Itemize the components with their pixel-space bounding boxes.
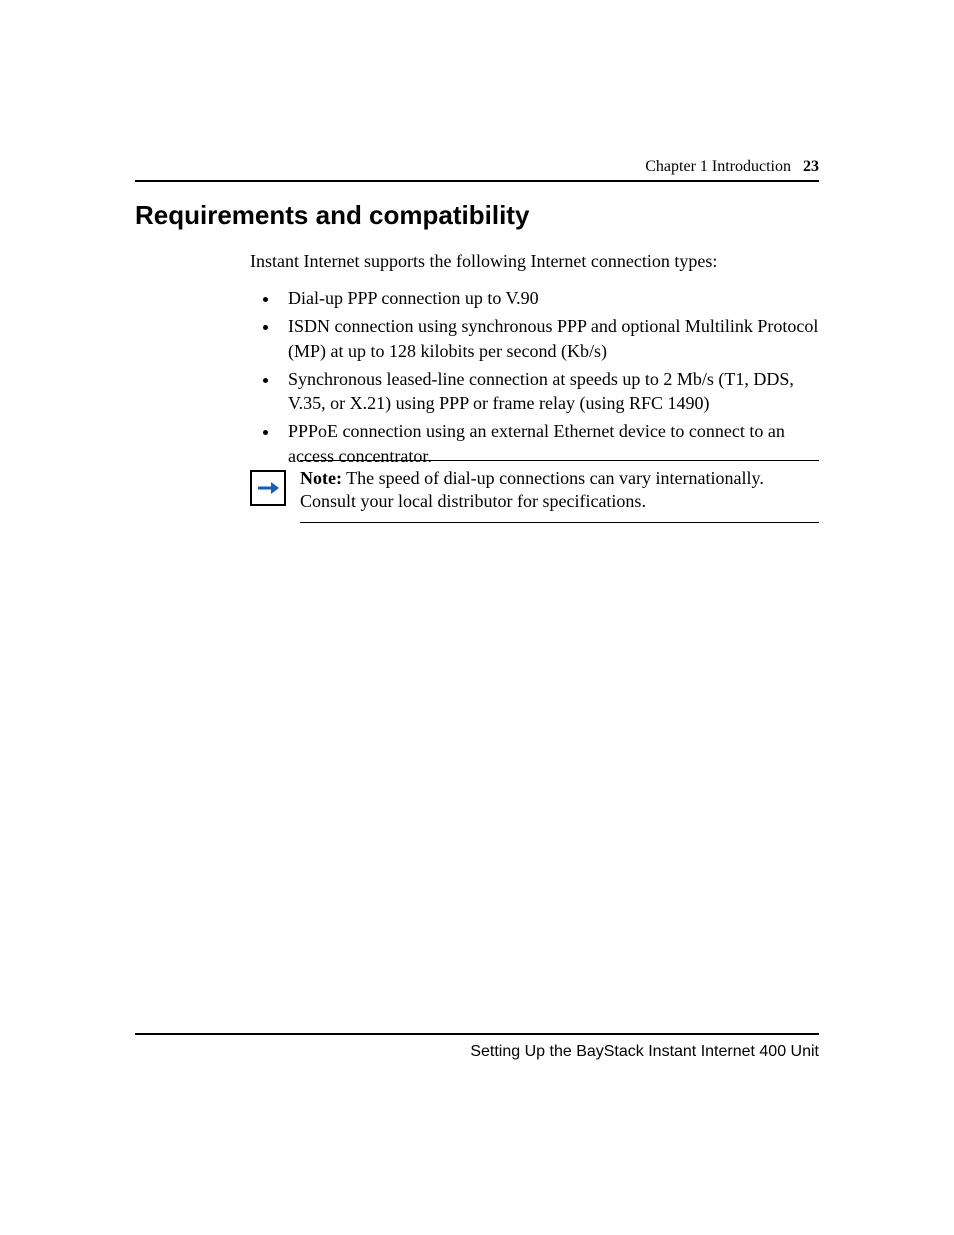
- note-text: Note: The speed of dial-up connections c…: [300, 460, 819, 523]
- section-heading: Requirements and compatibility: [135, 200, 529, 231]
- chapter-label: Chapter 1 Introduction: [645, 158, 791, 175]
- header-rule: [135, 180, 819, 182]
- page-footer: Setting Up the BayStack Instant Internet…: [135, 1043, 819, 1061]
- note-body: The speed of dial-up connections can var…: [300, 468, 764, 511]
- footer-rule: [135, 1033, 819, 1035]
- list-item: ISDN connection using synchronous PPP an…: [280, 314, 819, 363]
- intro-paragraph: Instant Internet supports the following …: [250, 250, 819, 273]
- page-header: Chapter 1 Introduction 23: [135, 158, 819, 176]
- list-item: Synchronous leased-line connection at sp…: [280, 367, 819, 416]
- note-label: Note:: [300, 468, 342, 488]
- document-page: Chapter 1 Introduction 23 Requirements a…: [0, 0, 954, 1235]
- list-item: Dial-up PPP connection up to V.90: [280, 286, 819, 310]
- arrow-right-icon: [250, 470, 286, 506]
- bullet-list: Dial-up PPP connection up to V.90 ISDN c…: [260, 286, 819, 472]
- note-callout: Note: The speed of dial-up connections c…: [250, 460, 819, 523]
- page-number: 23: [803, 158, 819, 175]
